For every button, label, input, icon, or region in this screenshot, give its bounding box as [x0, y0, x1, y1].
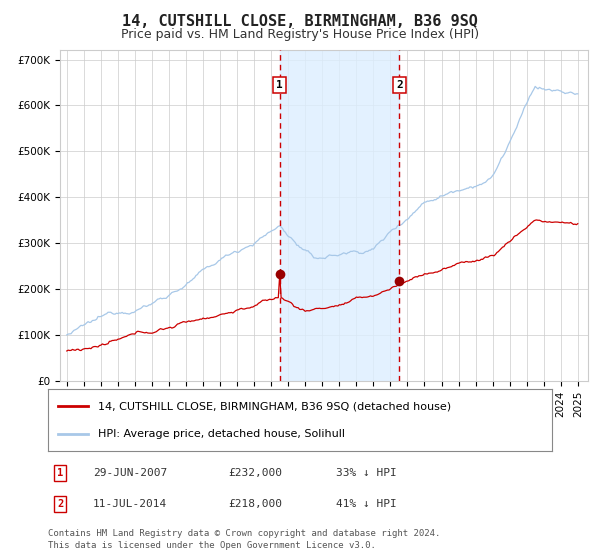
Text: Contains HM Land Registry data © Crown copyright and database right 2024.: Contains HM Land Registry data © Crown c… [48, 529, 440, 538]
Text: Price paid vs. HM Land Registry's House Price Index (HPI): Price paid vs. HM Land Registry's House … [121, 28, 479, 41]
Text: 41% ↓ HPI: 41% ↓ HPI [336, 499, 397, 509]
Text: 1: 1 [57, 468, 63, 478]
Text: £218,000: £218,000 [228, 499, 282, 509]
Text: 11-JUL-2014: 11-JUL-2014 [93, 499, 167, 509]
Text: 2: 2 [57, 499, 63, 509]
Text: £232,000: £232,000 [228, 468, 282, 478]
Text: 1: 1 [276, 80, 283, 90]
Text: HPI: Average price, detached house, Solihull: HPI: Average price, detached house, Soli… [98, 428, 346, 438]
Text: 14, CUTSHILL CLOSE, BIRMINGHAM, B36 9SQ: 14, CUTSHILL CLOSE, BIRMINGHAM, B36 9SQ [122, 14, 478, 29]
Text: 2: 2 [396, 80, 403, 90]
Bar [280, 50, 400, 381]
Text: 33% ↓ HPI: 33% ↓ HPI [336, 468, 397, 478]
Text: This data is licensed under the Open Government Licence v3.0.: This data is licensed under the Open Gov… [48, 541, 376, 550]
Text: 29-JUN-2007: 29-JUN-2007 [93, 468, 167, 478]
Text: 14, CUTSHILL CLOSE, BIRMINGHAM, B36 9SQ (detached house): 14, CUTSHILL CLOSE, BIRMINGHAM, B36 9SQ … [98, 402, 452, 412]
